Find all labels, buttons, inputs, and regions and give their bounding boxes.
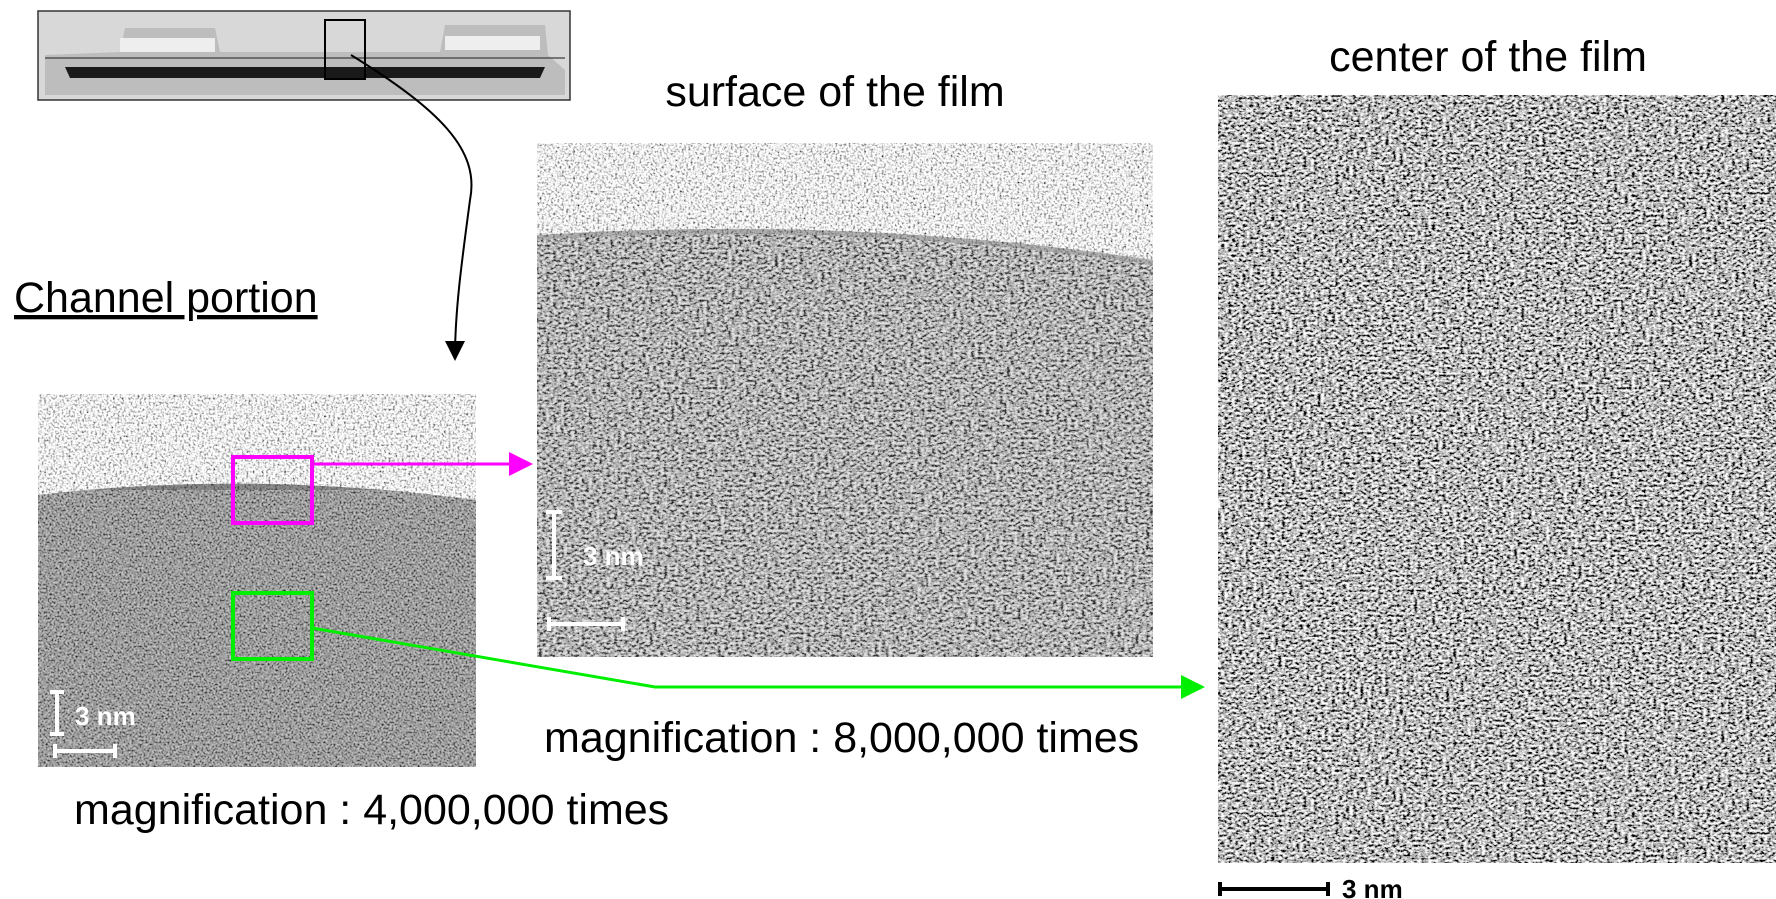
channel-label: Channel portion bbox=[14, 274, 318, 322]
magnification-low: magnification : 4,000,000 times bbox=[74, 786, 669, 834]
figure: Channel portion 3 nm surface of the film… bbox=[0, 0, 1776, 899]
scale-label: 3 nm bbox=[583, 541, 644, 571]
surface-label: surface of the film bbox=[665, 68, 1004, 116]
device-thumbnail bbox=[38, 11, 570, 100]
tem-surface bbox=[537, 143, 1153, 657]
scale-label: 3 nm bbox=[1342, 874, 1403, 899]
magnification-high: magnification : 8,000,000 times bbox=[544, 714, 1139, 762]
center-label: center of the film bbox=[1329, 33, 1647, 81]
tem-center bbox=[1218, 95, 1776, 863]
scale-label: 3 nm bbox=[75, 701, 136, 731]
